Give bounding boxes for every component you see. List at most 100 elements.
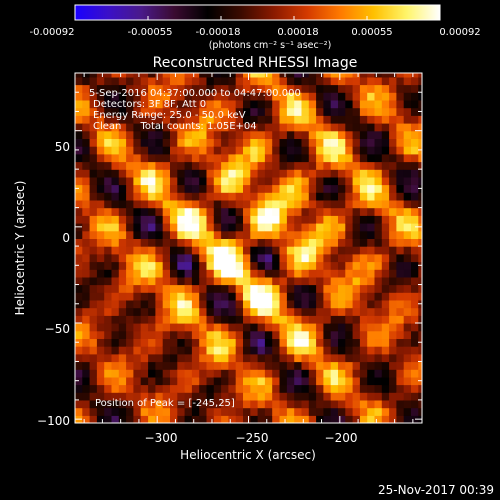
heatmap-cell: [316, 169, 324, 178]
heatmap-cell: [330, 261, 339, 270]
heatmap-cell: [155, 115, 164, 124]
heatmap-cell: [199, 253, 208, 263]
heatmap-cell: [89, 323, 98, 332]
heatmap-cell: [126, 330, 134, 339]
heatmap-cell: [279, 107, 288, 116]
heatmap-cell: [184, 353, 193, 363]
heatmap-cell: [316, 346, 324, 355]
heatmap-cell: [235, 123, 244, 132]
heatmap-cell: [206, 369, 215, 378]
heatmap-cell: [111, 161, 120, 170]
heatmap-cell: [199, 384, 208, 393]
heatmap-cell: [111, 138, 120, 147]
heatmap-cell: [257, 276, 266, 286]
heatmap-cell: [389, 284, 397, 293]
heatmap-cell: [367, 261, 376, 270]
heatmap-cell: [330, 315, 339, 324]
heatmap-cell: [294, 107, 303, 116]
heatmap-cell: [104, 215, 113, 224]
heatmap-cell: [272, 138, 281, 147]
heatmap-cell: [104, 330, 113, 339]
heatmap-cell: [272, 276, 281, 286]
heatmap-cell: [411, 346, 419, 355]
heatmap-cell: [213, 415, 222, 423]
heatmap-cell: [184, 153, 193, 163]
heatmap-cell: [126, 207, 134, 216]
heatmap-cell: [133, 276, 142, 286]
heatmap-cell: [191, 346, 200, 355]
heatmap-cell: [148, 292, 156, 301]
heatmap-cell: [133, 292, 142, 301]
heatmap-cell: [389, 376, 397, 386]
heatmap-cell: [264, 161, 273, 170]
heatmap-cell: [250, 399, 259, 409]
heatmap-cell: [235, 207, 244, 216]
heatmap-cell: [75, 99, 83, 109]
heatmap-cell: [330, 384, 339, 393]
heatmap-cell: [177, 376, 186, 386]
heatmap-cell: [279, 338, 288, 347]
heatmap-cell: [199, 230, 208, 239]
heatmap-cell: [396, 384, 405, 393]
heatmap-cell: [264, 384, 273, 393]
heatmap-cell: [374, 76, 383, 86]
heatmap-cell: [272, 161, 281, 170]
heatmap-cell: [89, 73, 98, 78]
heatmap-cell: [272, 299, 281, 309]
heatmap-cell: [381, 107, 390, 116]
heatmap-cell: [389, 115, 397, 124]
heatmap-cell: [294, 138, 303, 147]
heatmap-cell: [133, 284, 142, 293]
heatmap-cell: [89, 353, 98, 363]
heatmap-cell: [403, 346, 412, 355]
heatmap-cell: [89, 276, 98, 286]
heatmap-cell: [250, 392, 259, 401]
heatmap-cell: [235, 99, 244, 109]
heatmap-cell: [403, 84, 412, 93]
heatmap-cell: [396, 284, 405, 293]
heatmap-cell: [140, 346, 149, 355]
heatmap-cell: [359, 261, 368, 270]
heatmap-cell: [286, 123, 295, 132]
heatmap-cell: [286, 184, 295, 193]
heatmap-cell: [148, 215, 156, 224]
heatmap-cell: [221, 361, 229, 370]
heatmap-cell: [257, 92, 266, 101]
heatmap-cell: [170, 169, 178, 178]
heatmap-cell: [264, 323, 273, 332]
heatmap-cell: [148, 269, 156, 278]
heatmap-cell: [96, 199, 105, 209]
heatmap-cell: [148, 169, 156, 178]
heatmap-cell: [389, 299, 397, 309]
heatmap-cell: [162, 338, 171, 347]
heatmap-cell: [294, 161, 303, 170]
heatmap-cell: [213, 253, 222, 263]
heatmap-cell: [345, 338, 354, 347]
heatmap-cell: [199, 215, 208, 224]
heatmap-cell: [140, 84, 149, 93]
heatmap-cell: [359, 392, 368, 401]
heatmap-cell: [316, 223, 324, 232]
heatmap-cell: [111, 369, 120, 378]
heatmap-cell: [257, 269, 266, 278]
heatmap-cell: [338, 73, 346, 78]
heatmap-cell: [279, 284, 288, 293]
heatmap-cell: [323, 361, 332, 370]
heatmap-cell: [170, 130, 178, 139]
heatmap-cell: [294, 123, 303, 132]
heatmap-cell: [338, 199, 346, 209]
heatmap-cell: [162, 346, 171, 355]
heatmap-cell: [308, 315, 317, 324]
heatmap-cell: [396, 230, 405, 239]
heatmap-cell: [257, 138, 266, 147]
heatmap-cell: [345, 192, 354, 201]
heatmap-cell: [403, 169, 412, 178]
heatmap-cell: [257, 123, 266, 132]
heatmap-cell: [104, 399, 113, 409]
heatmap-cell: [359, 176, 368, 186]
heatmap-cell: [316, 299, 324, 309]
heatmap-cell: [148, 123, 156, 132]
heatmap-cell: [213, 92, 222, 101]
heatmap-cell: [323, 146, 332, 155]
heatmap-cell: [82, 392, 91, 401]
